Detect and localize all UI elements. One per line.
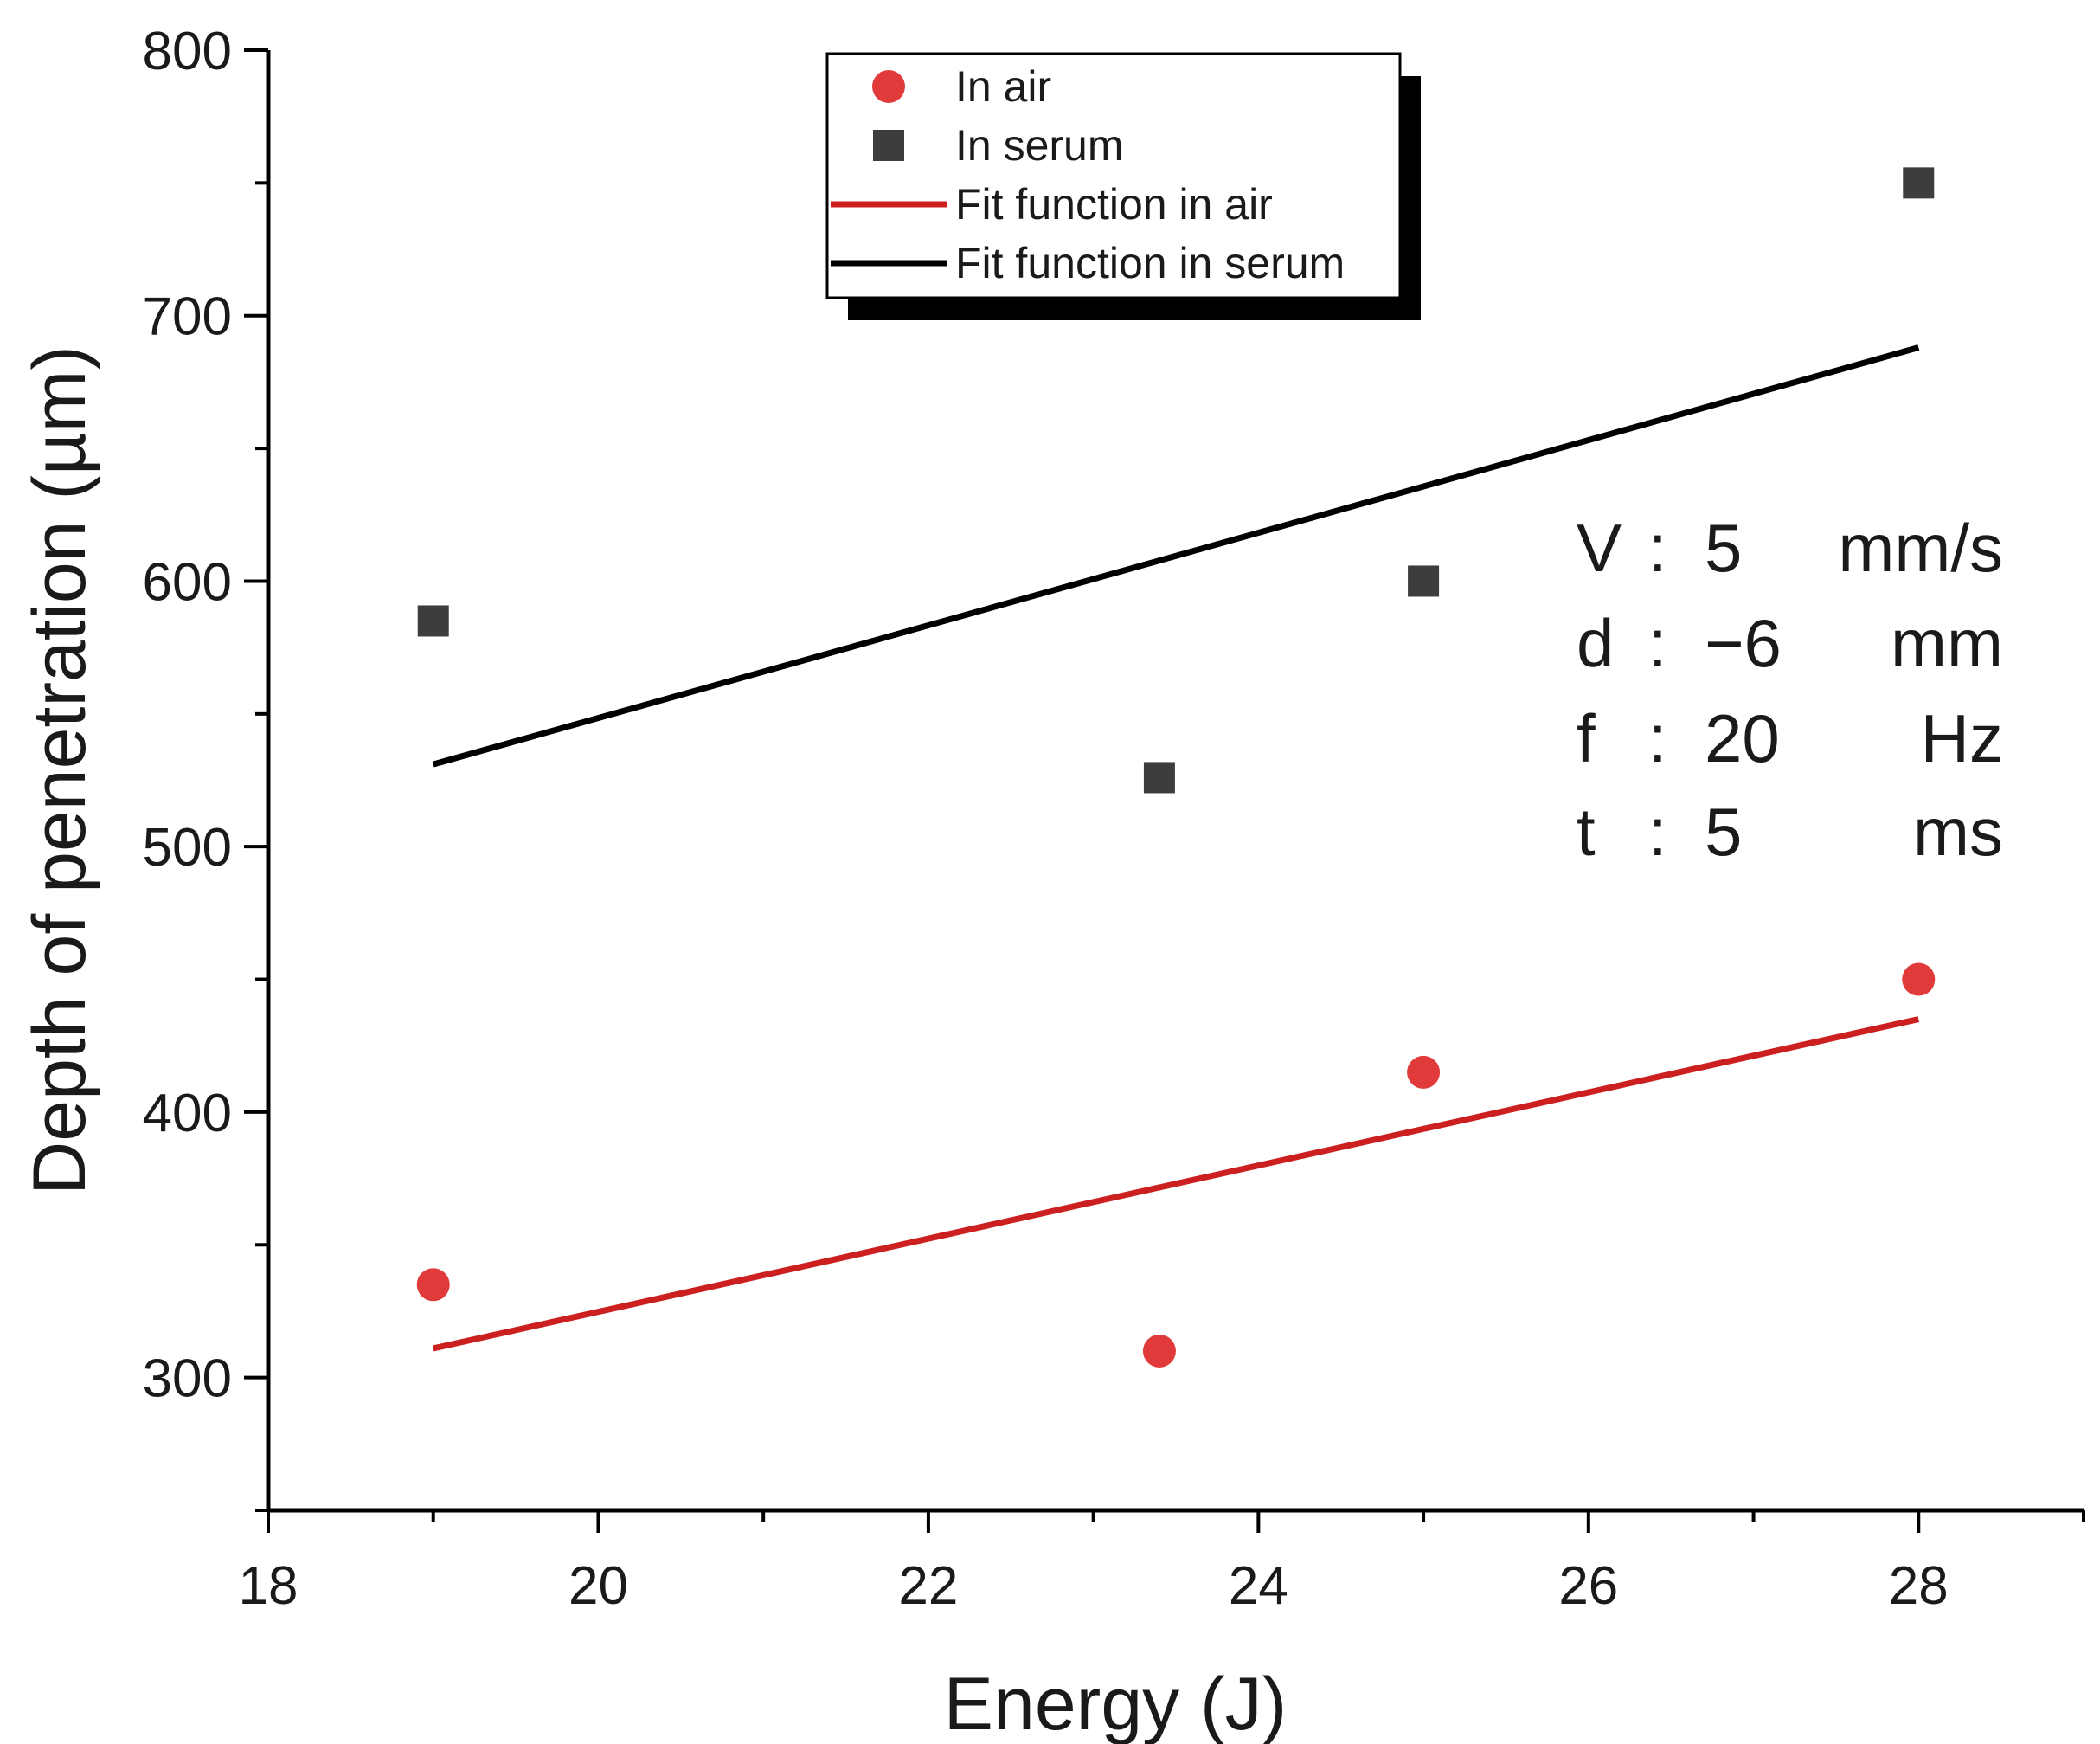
y-tick-label: 600 [143, 552, 232, 612]
point-in-serum [1143, 762, 1175, 794]
param-label: V [1577, 510, 1622, 586]
param-value: 5 [1705, 510, 1742, 586]
x-tick-label: 26 [1558, 1556, 1618, 1616]
y-tick-label: 800 [143, 22, 232, 81]
point-in-air [1407, 1055, 1441, 1089]
param-unit: mm [1891, 605, 2003, 681]
param-value: 20 [1705, 700, 1780, 776]
data-points [416, 167, 1936, 1368]
legend-swatch-square [873, 130, 904, 161]
y-axis-title: Depth of penetration (µm) [18, 345, 101, 1195]
x-axis-title: Energy (J) [944, 1663, 1288, 1744]
param-value: −6 [1705, 605, 1782, 681]
y-tick-label: 700 [143, 287, 232, 347]
legend-box [825, 52, 1402, 299]
param-unit: Hz [1921, 700, 2003, 776]
param-separator: : [1648, 794, 1667, 870]
x-tick-label: 18 [239, 1556, 299, 1616]
point-in-air [416, 1268, 450, 1302]
y-tick-label: 400 [143, 1084, 232, 1143]
point-in-serum [1408, 565, 1440, 597]
param-label: d [1577, 605, 1614, 681]
axes: 300 400 500 600 700 800 18 20 22 24 26 28 Energy (J)… [18, 22, 2085, 1744]
fit-lines [432, 344, 1920, 1352]
param-unit: ms [1913, 794, 2003, 870]
param-separator: : [1648, 510, 1667, 586]
legend-label: Fit function in serum [955, 239, 1345, 287]
param-unit: mm/s [1838, 510, 2003, 586]
y-tick-label: 500 [143, 818, 232, 878]
param-value: 5 [1705, 794, 1742, 870]
x-tick-label: 24 [1229, 1556, 1288, 1616]
x-tick-label: 28 [1889, 1556, 1949, 1616]
point-in-air [1902, 962, 1936, 996]
legend: In air In serum Fit function in air Fit fun… [825, 52, 1421, 320]
legend-label: In air [955, 62, 1051, 111]
param-separator: : [1648, 700, 1667, 776]
x-tick-label: 22 [898, 1556, 958, 1616]
point-in-air [1142, 1334, 1176, 1368]
legend-label: In serum [955, 121, 1124, 170]
point-in-serum [1903, 167, 1935, 199]
parameter-annotation: V:5 mm/sd: −6 mmf:20 Hzt:5 ms [1577, 510, 2003, 870]
fit-line-fit-function-in-serum [432, 344, 1920, 768]
point-in-serum [417, 605, 449, 637]
param-label: f [1577, 700, 1596, 776]
y-tick-label: 300 [143, 1349, 232, 1409]
param-separator: : [1648, 605, 1667, 681]
x-tick-label: 20 [568, 1556, 628, 1616]
legend-swatch-circle [872, 70, 905, 103]
legend-label: Fit function in air [955, 180, 1273, 228]
fit-line-fit-function-in-air [432, 1016, 1920, 1352]
param-label: t [1577, 794, 1596, 870]
